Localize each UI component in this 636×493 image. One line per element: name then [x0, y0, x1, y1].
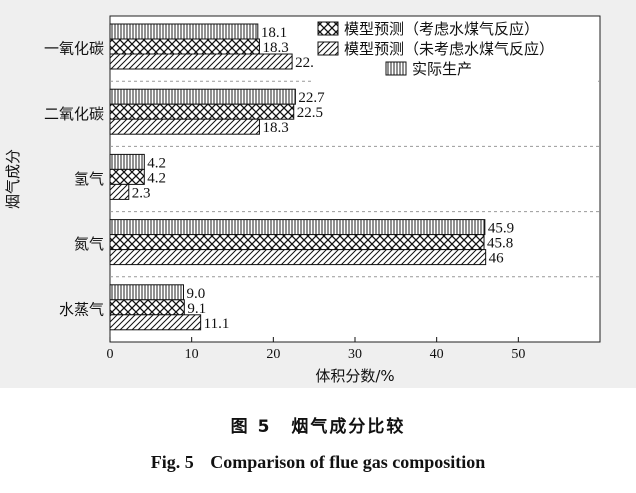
figure-title-cn: 烟气成分比较: [291, 417, 406, 437]
y-category-label: 水蒸气: [59, 300, 104, 318]
bar: [109, 168, 145, 185]
bar: [109, 53, 293, 70]
y-category-label: 二氧化碳: [44, 105, 104, 123]
figure-caption-en: Fig. 5 Comparison of flue gas compositio…: [0, 452, 636, 473]
bar-value-label: 18.1: [261, 25, 287, 41]
bar: [109, 183, 130, 200]
legend-swatch: [385, 61, 407, 76]
bar: [109, 153, 145, 170]
x-tick-label: 50: [511, 347, 525, 362]
bar: [109, 234, 485, 251]
bar-value-label: 2.3: [132, 185, 151, 201]
y-category-label: 氮气: [74, 235, 104, 253]
y-category-label: 氢气: [74, 170, 104, 188]
bar: [109, 118, 260, 135]
chart-panel: 18.1 18.3 22.3 22.7 22.5 18.3 4.2 4.2 2.3 45.9 45.…: [0, 0, 636, 388]
bar-value-label: 22.7: [298, 90, 325, 106]
legend-label: 模型预测（未考虑水煤气反应）: [344, 40, 554, 58]
x-tick-label: 20: [266, 347, 280, 362]
x-tick-label: 10: [185, 347, 199, 362]
bar: [109, 299, 185, 316]
legend-label: 实际生产: [412, 60, 472, 78]
bar-value-label: 45.8: [487, 236, 513, 252]
bar-value-label: 46: [489, 251, 505, 267]
figure-number-en: Fig. 5: [150, 452, 194, 472]
x-tick-label: 30: [348, 347, 362, 362]
legend-background: [314, 18, 598, 82]
x-tick-label: 40: [430, 347, 444, 362]
bar-value-label: 45.9: [488, 221, 514, 237]
figure-number-cn: 图 5: [230, 417, 272, 437]
bar-value-label: 4.2: [147, 170, 166, 186]
bar: [109, 88, 296, 105]
y-category-label: 一氧化碳: [44, 40, 104, 58]
legend-swatch: [317, 41, 339, 56]
bar: [109, 103, 295, 120]
figure-title-en: Comparison of flue gas composition: [210, 452, 486, 472]
bar: [109, 249, 487, 266]
flue-gas-bar-chart: 18.118.322.322.722.518.34.24.22.345.945.…: [4, 15, 601, 385]
bar: [109, 23, 259, 40]
bar: [109, 38, 260, 55]
bar-value-label: 22.5: [297, 105, 323, 121]
bar: [109, 219, 486, 236]
x-axis-title: 体积分数/%: [315, 367, 394, 385]
bar-value-label: 11.1: [204, 316, 230, 332]
legend-label: 模型预测（考虑水煤气反应）: [344, 20, 539, 38]
legend-swatch: [317, 21, 339, 36]
x-tick-label: 0: [107, 347, 114, 362]
bar-value-label: 4.2: [147, 155, 166, 171]
bar-value-label: 9.0: [187, 286, 206, 302]
bar: [109, 314, 202, 331]
bar-value-label: 18.3: [262, 40, 288, 56]
bar: [109, 284, 184, 301]
bar-value-label: 9.1: [187, 301, 206, 317]
bar-value-label: 18.3: [262, 120, 288, 136]
figure-caption-cn: 图 5 烟气成分比较: [0, 412, 636, 437]
y-axis-title: 烟气成分: [4, 149, 22, 209]
